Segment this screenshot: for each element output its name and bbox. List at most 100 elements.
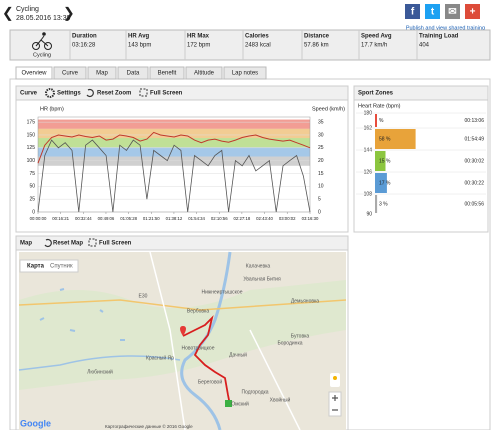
share-button[interactable] (465, 4, 480, 19)
route (182, 315, 231, 406)
x-tick-label: 01:54:34 (188, 216, 205, 221)
zone-band (38, 147, 310, 157)
gear-icon (45, 88, 55, 98)
zone-bar (375, 151, 386, 171)
zone-time: 00:30:22 (465, 180, 485, 186)
zones-title: Sport Zones (358, 91, 394, 97)
tab-label: Data (127, 71, 140, 77)
y2-tick-label: 30 (318, 132, 324, 138)
zone-bar (375, 114, 377, 127)
reset-icon (86, 88, 94, 98)
summary-label: Distance (304, 34, 330, 40)
x-tick-label: 01:21:50 (143, 216, 160, 221)
summary-value: 143 bpm (128, 43, 151, 49)
summary-sport: Cycling (33, 52, 51, 58)
satellite-button[interactable]: Спутник (50, 264, 73, 270)
zones-subtitle: Heart Rate (bpm) (358, 103, 401, 109)
map-place: Омский (231, 400, 249, 407)
curve-toolbar (15, 85, 349, 101)
zone-bar (375, 129, 416, 149)
reset-map-button[interactable]: Reset Map (53, 241, 83, 247)
road (18, 299, 347, 311)
share-icon: ✉ (448, 7, 456, 18)
zone-band (38, 119, 310, 129)
zone-percent: 3 % (379, 201, 388, 207)
zone-bound: 144 (364, 147, 373, 153)
reset-icon (44, 238, 52, 248)
google-logo: Google (20, 418, 51, 428)
summary-value: 03:16:28 (72, 43, 96, 49)
share-button[interactable] (405, 4, 420, 19)
tab[interactable] (53, 66, 87, 80)
map[interactable]: Карта Спутник Google Картографические да… (18, 251, 347, 430)
curve-title: Curve (20, 91, 38, 97)
tab[interactable] (185, 66, 223, 80)
river (18, 355, 181, 371)
tab[interactable] (15, 66, 53, 80)
reset-zoom-button[interactable]: Reset Zoom (97, 91, 131, 97)
map-place: Красный Яр (146, 354, 174, 361)
share-icon: t (431, 7, 435, 18)
zone-band (38, 128, 310, 139)
x-tick-label: 03:00:02 (279, 216, 296, 221)
lakes (39, 288, 125, 341)
tab-label: Curve (62, 71, 79, 77)
tab[interactable] (223, 66, 267, 80)
y-axis-label: HR (bpm) (40, 106, 64, 112)
map-type-button[interactable]: Карта (27, 264, 45, 270)
tab-label: Altitude (194, 71, 215, 77)
y-tick-label: 100 (27, 158, 36, 164)
fullscreen-icon (88, 238, 97, 247)
tab-label: Lap notes (232, 71, 258, 77)
map-place: E30 (139, 293, 148, 299)
map-place: Подгородка (241, 389, 268, 395)
tab[interactable] (117, 66, 149, 80)
zone-band (38, 138, 310, 148)
prev-button[interactable]: ❮ (2, 5, 14, 22)
map-place: Береговой (198, 378, 222, 385)
x-tick-label: 00:32:44 (75, 216, 92, 221)
zone-time: 00:05:56 (465, 201, 485, 207)
tab[interactable] (87, 66, 117, 80)
start-pin (180, 326, 186, 336)
zone-bound: 126 (364, 169, 373, 175)
zone-bound: 162 (364, 125, 373, 131)
zone-bound: 180 (364, 110, 373, 116)
settings-button[interactable]: Settings (57, 91, 81, 97)
zoom-icons (332, 395, 338, 411)
x-tick-label: 02:43:40 (256, 216, 273, 221)
full-screen-button[interactable]: Full Screen (150, 91, 183, 97)
tab-label: Map (96, 71, 108, 77)
river (180, 251, 232, 430)
y-tick-label: 150 (27, 132, 36, 138)
zone-percent: 17 % (379, 180, 391, 186)
plot-frame (37, 116, 311, 213)
y2-tick-label: 25 (318, 145, 324, 151)
zone-time: 01:54:49 (465, 136, 485, 142)
x-tick-label: 02:27:18 (234, 216, 251, 221)
tab[interactable] (149, 66, 185, 80)
map-title: Map (20, 241, 32, 247)
map-place: Бородинка (277, 340, 302, 346)
share-button[interactable] (445, 4, 460, 19)
sport-name: Cycling (16, 6, 39, 13)
publish-link[interactable]: Publish and view shared training (406, 25, 485, 31)
zone-percent: 58 % (379, 136, 391, 142)
y-tick-label: 175 (27, 119, 36, 125)
summary-label: Duration (72, 34, 97, 40)
tab-label: Benefit (158, 71, 177, 77)
zone-bar (375, 173, 387, 193)
summary-label: Calories (245, 34, 269, 40)
summary-value: 404 (419, 43, 430, 49)
zone-time: 00:13:06 (465, 118, 485, 124)
map-place: Нижнеиртышское (202, 289, 243, 295)
zone-time: 00:30:02 (465, 158, 485, 164)
y-tick-label: 0 (32, 209, 35, 215)
zone-percent: % (379, 118, 384, 124)
map-full-screen-button[interactable]: Full Screen (99, 241, 132, 247)
bike-icon (32, 32, 52, 50)
summary-label: HR Max (187, 34, 210, 40)
share-button[interactable] (425, 4, 440, 19)
next-button[interactable]: ❯ (63, 5, 75, 22)
